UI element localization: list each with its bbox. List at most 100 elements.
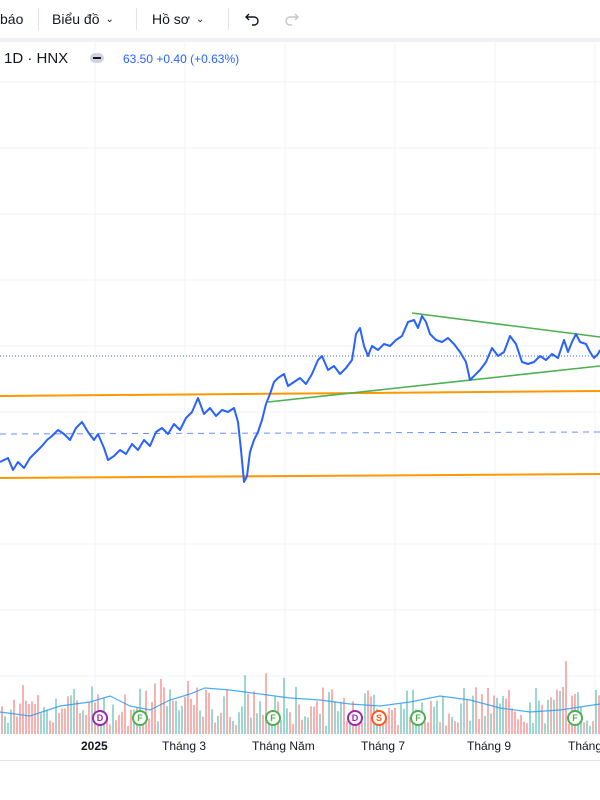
volume-bar (1, 706, 3, 734)
volume-bar (22, 685, 24, 734)
event-letter: F (137, 713, 143, 723)
volume-bar (544, 723, 546, 734)
volume-bar (7, 722, 9, 734)
grid-lines (0, 42, 600, 736)
volume-bar (511, 708, 513, 734)
volume-bar (247, 693, 249, 734)
event-marker[interactable]: F (265, 710, 281, 726)
volume-bar (283, 677, 285, 734)
volume-bar (490, 713, 492, 734)
volume-bar (388, 707, 390, 734)
event-marker[interactable]: F (567, 710, 583, 726)
volume-bar (550, 697, 552, 734)
event-marker[interactable]: F (410, 710, 426, 726)
volume-bar (289, 712, 291, 734)
volume-bar (43, 707, 45, 734)
volume-bar (367, 690, 369, 734)
volume-bar (256, 713, 258, 734)
volume-bar (25, 700, 27, 734)
volume-bar (496, 697, 498, 734)
profile-menu-button[interactable]: Hồ sơ ⌄ (152, 0, 204, 38)
volume-bar (211, 709, 213, 734)
minus-icon[interactable] (90, 53, 104, 63)
volume-ma-line (0, 687, 600, 717)
symbol-interval[interactable]: 1D · HNX (4, 50, 69, 67)
volume-bar (568, 723, 570, 734)
volume-bar (55, 698, 57, 734)
volume-bar (235, 724, 237, 734)
volume-bar (154, 683, 156, 734)
volume-bar (37, 695, 39, 734)
resistance-level-line (0, 390, 600, 397)
volume-bar (502, 695, 504, 734)
time-axis[interactable]: 2025 Tháng 3 Tháng Năm Tháng 7 Tháng 9 T… (0, 736, 600, 758)
volume-bar (13, 699, 15, 734)
volume-bar (553, 699, 555, 734)
volume-bar (538, 700, 540, 734)
event-marker[interactable]: D (347, 710, 363, 726)
volume-bar (325, 725, 327, 734)
dashed-reference-line (0, 431, 600, 435)
volume-bar (79, 713, 81, 734)
event-marker[interactable]: D (92, 710, 108, 726)
volume-bar (241, 706, 243, 734)
profile-menu-label: Hồ sơ (152, 11, 190, 27)
volume-bar (67, 696, 69, 734)
volume-bar (361, 721, 363, 734)
volume-bar (565, 661, 567, 734)
volume-bar (226, 689, 228, 734)
volume-bar (157, 721, 159, 734)
volume-bar (457, 722, 459, 734)
event-letter: F (270, 713, 276, 723)
volume-bar (190, 698, 192, 734)
volume-bar (598, 695, 600, 734)
volume-bar (466, 699, 468, 734)
last-price: 63.50 (123, 52, 154, 66)
undo-button[interactable] (244, 0, 260, 38)
volume-bar (82, 710, 84, 734)
volume-bar (4, 716, 6, 734)
volume-bar (340, 702, 342, 734)
volume-bar (238, 712, 240, 734)
volume-bar (244, 675, 246, 734)
toolbar-divider (38, 8, 39, 30)
volume-bar (472, 695, 474, 734)
volume-bar (382, 717, 384, 734)
volume-bar (253, 691, 255, 734)
volume-bar (304, 716, 306, 734)
volume-bar (427, 722, 429, 734)
redo-button[interactable] (284, 0, 300, 38)
volume-bar (547, 699, 549, 734)
volume-bar (115, 720, 117, 734)
volume-bar (397, 724, 399, 734)
volume-bar (523, 721, 525, 734)
volume-bar (172, 700, 174, 734)
volume-bar (148, 718, 150, 734)
volume-bar (229, 717, 231, 734)
volume-bar (112, 704, 114, 734)
event-marker[interactable]: F (132, 710, 148, 726)
volume-bar (265, 673, 267, 734)
volume-bar (202, 716, 204, 734)
price-change: +0.40 (156, 52, 187, 66)
volume-bar (394, 707, 396, 734)
chart-menu-button[interactable]: Biểu đồ ⌄ (52, 0, 114, 38)
x-tick-label: 2025 (81, 739, 108, 753)
volume-bar (460, 703, 462, 734)
volume-bar (91, 686, 93, 734)
volume-bar (331, 689, 333, 734)
x-tick-label: Tháng Năm (252, 739, 315, 753)
volume-bar (166, 706, 168, 734)
volume-bar (181, 705, 183, 734)
volume-bar (220, 712, 222, 734)
alerts-button[interactable]: báo (0, 0, 23, 38)
lower-trend-line (267, 365, 600, 403)
volume-bar (187, 680, 189, 734)
volume-bar (493, 695, 495, 734)
volume-bar (499, 703, 501, 734)
volume-bar (385, 717, 387, 734)
event-marker[interactable]: S (371, 710, 387, 726)
volume-bar (262, 714, 264, 734)
x-tick-label: Tháng 3 (162, 739, 207, 753)
